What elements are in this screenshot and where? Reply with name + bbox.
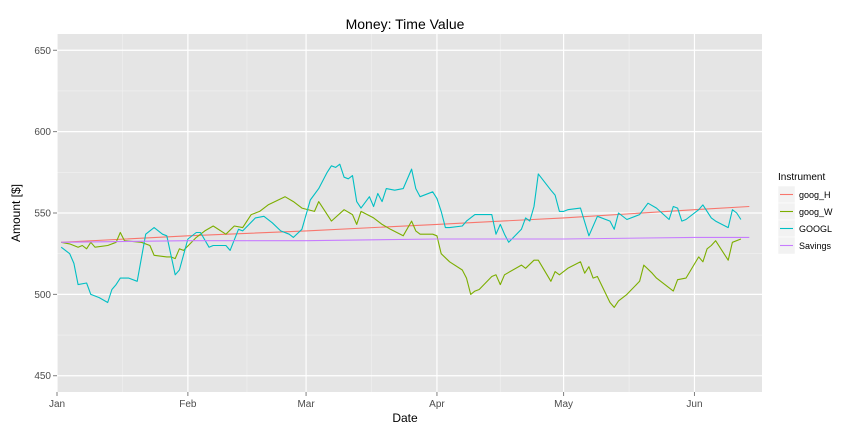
y-axis-title: Amount [$]	[9, 184, 23, 242]
x-tick-label: Jun	[686, 399, 702, 410]
x-tick-label: Feb	[179, 399, 197, 410]
legend-label: goog_H	[799, 190, 831, 200]
series-line-googl	[60, 163, 742, 304]
series-layer	[60, 163, 750, 308]
y-tick-label: 450	[34, 371, 51, 382]
y-tick-label: 650	[34, 46, 51, 57]
minor-gridlines	[57, 34, 762, 392]
series-line-savings	[61, 236, 750, 243]
x-tick-label: Mar	[297, 399, 315, 410]
y-axis: 450 500 550 600 650	[34, 46, 57, 382]
x-tick-label: May	[554, 399, 573, 410]
x-axis-title: Date	[392, 411, 418, 425]
legend-label: Savings	[799, 241, 832, 251]
legend-label: GOOGL	[799, 224, 832, 234]
chart-title: Money: Time Value	[346, 16, 465, 32]
y-tick-label: 600	[34, 127, 51, 138]
y-tick-label: 550	[34, 209, 51, 220]
legend-title: Instrument	[778, 172, 825, 183]
x-tick-label: Jan	[49, 399, 65, 410]
legend-label: goog_W	[799, 207, 833, 217]
legend: Instrument goog_H goog_W GOOGL Savings	[777, 172, 833, 255]
x-axis: Jan Feb Mar Apr May Jun	[49, 392, 703, 410]
x-tick-label: Apr	[429, 399, 445, 410]
y-tick-label: 500	[34, 290, 51, 301]
series-line-goog-h	[61, 205, 750, 243]
